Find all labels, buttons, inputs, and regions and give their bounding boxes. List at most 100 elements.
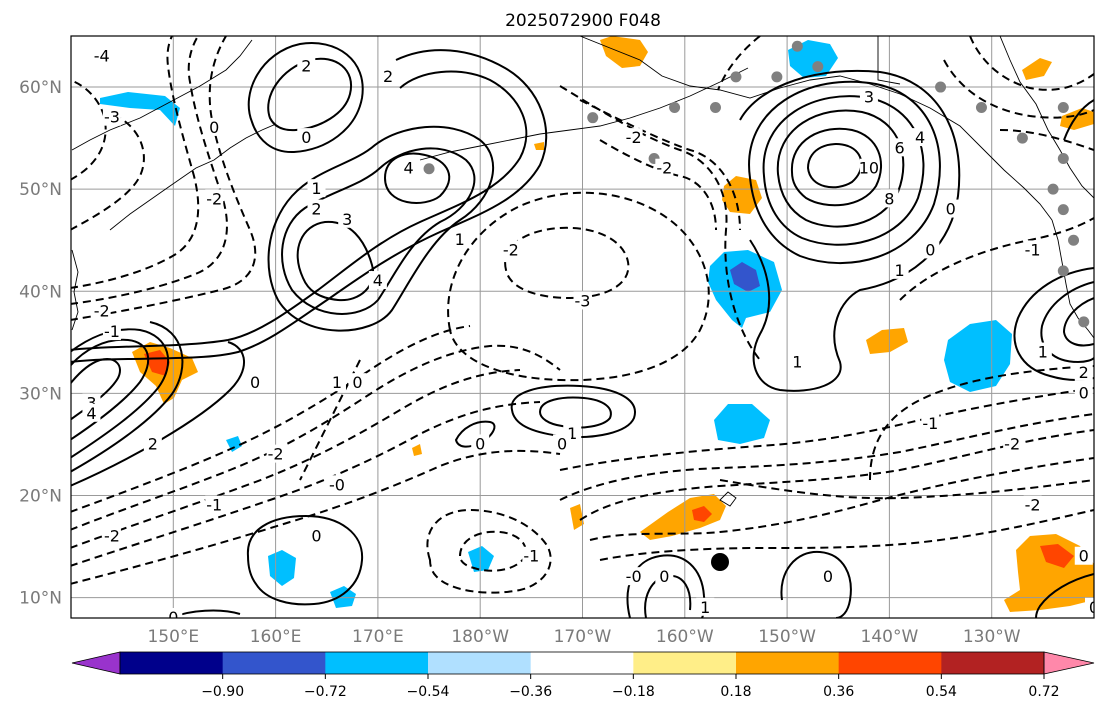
contour-label: -3: [104, 108, 120, 127]
contour-label: 4: [373, 271, 383, 290]
contour-label-background: [696, 597, 715, 616]
coast-japan: [71, 249, 79, 331]
contour-label-background: [102, 526, 121, 545]
contour-negative: [559, 413, 1094, 501]
colorbar-extend-high: [1043, 651, 1095, 675]
contour-label: 1: [792, 353, 802, 372]
contour-label-background: [399, 158, 418, 177]
colorbar-tick-label: −0.18: [612, 684, 655, 700]
contour-negative: [559, 85, 761, 361]
contour-label: 2: [301, 57, 311, 76]
contour-label: 0: [475, 434, 485, 453]
lat-tick-label: 20°N: [19, 486, 62, 506]
contour-label: 1: [895, 261, 905, 280]
latitude-tick-labels: 10°N 20°N 30°N 40°N 50°N 60°N: [19, 78, 62, 609]
contour-label: 3: [86, 394, 96, 413]
contour-label: 0: [557, 434, 567, 453]
contour-label-background: [102, 107, 121, 126]
lat-tick-label: 50°N: [19, 180, 62, 200]
station-dot: [1047, 183, 1059, 195]
shade-negative-region: [468, 546, 494, 572]
map-title: 2025072900 F048: [505, 11, 661, 31]
contour-label: -2: [1025, 496, 1041, 515]
contour-label: 4: [403, 159, 413, 178]
contour-label-background: [246, 373, 265, 392]
colorbar-bin: [222, 652, 326, 674]
contour-label: 0: [1079, 547, 1089, 566]
lon-tick-label: 170°W: [554, 627, 612, 647]
contour-label: -0: [626, 567, 642, 586]
contour-label: 10: [859, 159, 879, 178]
colorbar-bin: [428, 652, 532, 674]
colorbar-tick-label: 0.36: [823, 684, 854, 700]
contour-label: 4: [86, 404, 96, 423]
contour-positive: [538, 396, 612, 429]
contour-label: 0: [301, 128, 311, 147]
contour-negative: [71, 117, 145, 231]
station-dot: [730, 71, 742, 83]
colorbar-tick-label: 0.54: [926, 684, 957, 700]
contour-label-background: [890, 260, 909, 279]
station-dot: [791, 40, 803, 52]
colorbar-tick-label: −0.54: [407, 684, 450, 700]
contour-label-background: [1023, 240, 1042, 259]
contour-positive: [71, 49, 548, 363]
contour-label: 0: [659, 567, 669, 586]
contour-label: 4: [915, 128, 925, 147]
contour-label: 2: [148, 434, 158, 453]
contour-label: 1: [332, 373, 342, 392]
contour-positive: [739, 69, 961, 392]
contour-negative: [599, 509, 1094, 561]
contour-label: 8: [884, 189, 894, 208]
contour-label-background: [450, 230, 469, 249]
contour-label: 1: [700, 598, 710, 617]
contour-label-background: [205, 189, 224, 208]
contour-label: -1: [104, 322, 120, 341]
station-dot: [771, 71, 783, 83]
contour-positive: [1035, 573, 1094, 618]
contour-label-background: [143, 434, 162, 453]
contour-label: 0: [311, 526, 321, 545]
contour-label: -2: [206, 189, 222, 208]
contour-negative: [869, 365, 1094, 481]
contour-label-background: [102, 322, 121, 341]
contour-positive: [1062, 297, 1094, 347]
shade-positive-region: [1004, 534, 1094, 612]
colorbar-bin: [120, 652, 224, 674]
colorbar-bin: [530, 652, 634, 674]
shade-negative-region: [226, 436, 242, 452]
map-frame: [70, 35, 1095, 619]
contour-positive: [748, 80, 941, 265]
shade-strong-positive-core: [144, 350, 170, 376]
colorbar-tick-label: 0.18: [720, 684, 751, 700]
contour-positive: [790, 127, 883, 207]
contour-label: -2: [626, 128, 642, 147]
longitude-tick-labels: 150°E 160°E 170°E 180°W 170°W 160°W 150°W 140°W…: [147, 627, 1020, 647]
contour-negative: [579, 429, 1094, 521]
contour-label-background: [1033, 342, 1052, 361]
contour-label-background: [297, 128, 316, 147]
colorbar-bin: [325, 652, 429, 674]
contour-label-background: [501, 240, 520, 259]
station-dot: [423, 163, 435, 175]
contour-label: -1: [206, 496, 222, 515]
contour-label-background: [92, 301, 111, 320]
contour-label-background: [307, 179, 326, 198]
contour-label-background: [307, 526, 326, 545]
colorbar-bin: [838, 652, 942, 674]
contour-positive: [454, 420, 496, 448]
contour-label-background: [655, 567, 674, 586]
graticule: [71, 36, 1094, 618]
lat-tick-label: 40°N: [19, 282, 62, 302]
station-dot: [709, 101, 721, 113]
contour-label: -2: [656, 159, 672, 178]
contour-negative: [719, 479, 1094, 500]
contour-negative: [599, 139, 717, 231]
contour-label: -0: [329, 475, 345, 494]
contour-positive: [776, 109, 905, 228]
station-dot: [1057, 101, 1069, 113]
contour-positive: [267, 57, 353, 132]
contour-label-background: [164, 608, 183, 618]
colorbar-bin: [633, 652, 737, 674]
